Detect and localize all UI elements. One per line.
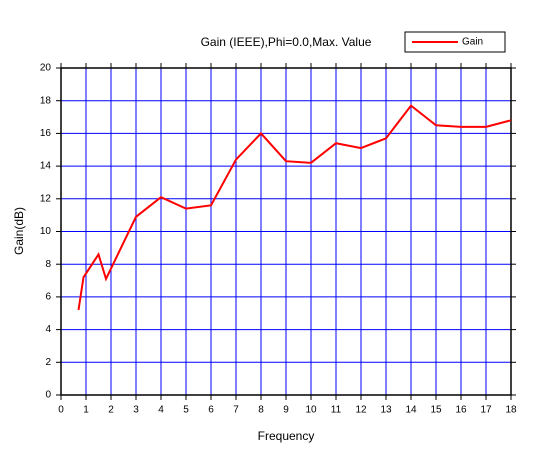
y-tick-label: 10 [40, 226, 52, 237]
data-line [77, 104, 512, 311]
x-tick-label: 4 [158, 405, 164, 416]
y-tick-label: 18 [40, 95, 52, 106]
x-tick-label: 1 [83, 405, 89, 416]
y-tick-label: 8 [45, 259, 51, 270]
legend-label: Gain [462, 37, 483, 48]
y-axis-label: Gain(dB) [12, 207, 26, 255]
x-tick-label: 7 [233, 405, 239, 416]
x-tick-label: 0 [58, 405, 64, 416]
x-tick-label: 5 [183, 405, 189, 416]
x-tick-label: 3 [133, 405, 139, 416]
y-tick-label: 20 [40, 63, 52, 74]
x-tick-label: 10 [305, 405, 317, 416]
y-tick-label: 6 [45, 292, 51, 303]
x-tick-label: 6 [208, 405, 214, 416]
plot-frame [60, 67, 512, 396]
x-tick-label: 9 [283, 405, 289, 416]
x-tick-label: 18 [505, 405, 517, 416]
y-tick-label: 14 [40, 161, 52, 172]
x-tick-label: 15 [430, 405, 442, 416]
x-tick-label: 8 [258, 405, 264, 416]
x-tick-label: 11 [331, 405, 342, 416]
chart-title: Gain (IEEE),Phi=0.0,Max. Value [201, 35, 372, 49]
x-tick-label: 14 [405, 405, 417, 416]
x-tick-label: 13 [380, 405, 392, 416]
y-tick-label: 4 [45, 324, 51, 335]
y-tick-label: 0 [45, 390, 51, 401]
x-tick-label: 16 [455, 405, 467, 416]
x-tick-label: 17 [480, 405, 492, 416]
y-tick-label: 12 [40, 193, 52, 204]
y-tick-label: 16 [40, 128, 52, 139]
x-axis-label: Frequency [258, 429, 315, 443]
x-tick-label: 12 [355, 405, 367, 416]
y-tick-label: 2 [45, 357, 51, 368]
x-tick-label: 2 [108, 405, 114, 416]
